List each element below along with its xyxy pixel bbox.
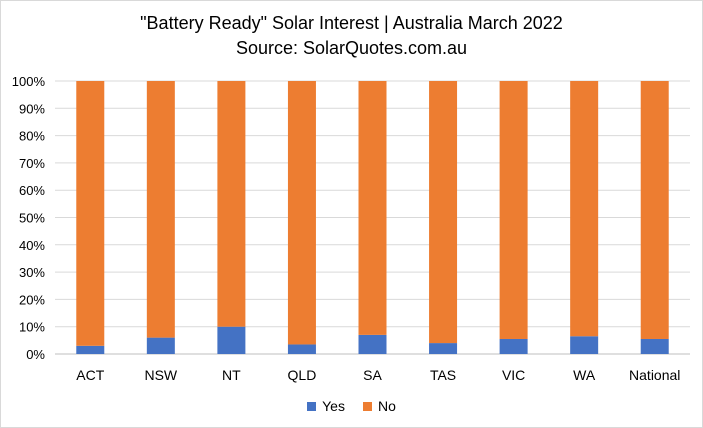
x-tick-label: NSW xyxy=(144,367,177,383)
bars xyxy=(76,81,669,354)
x-tick-label: SA xyxy=(363,367,382,383)
x-tick-label: National xyxy=(629,367,680,383)
bar-no-act xyxy=(76,81,105,346)
x-tick-label: TAS xyxy=(430,367,456,383)
bar-no-nsw xyxy=(146,81,175,338)
x-tick-label: VIC xyxy=(502,367,525,383)
y-tick-label: 70% xyxy=(19,156,45,171)
y-tick-label: 80% xyxy=(19,129,45,144)
bar-yes-nt xyxy=(217,326,246,354)
bar-yes-sa xyxy=(358,334,387,354)
y-tick-label: 10% xyxy=(19,320,45,335)
legend-swatch-yes xyxy=(307,401,317,411)
chart-title: "Battery Ready" Solar Interest | Austral… xyxy=(140,13,563,33)
legend-swatch-no xyxy=(362,401,372,411)
x-tick-label: QLD xyxy=(288,367,317,383)
x-tick-label: ACT xyxy=(76,367,104,383)
bar-yes-act xyxy=(76,345,105,354)
bar-no-national xyxy=(640,81,669,339)
y-tick-label: 100% xyxy=(12,74,46,89)
y-tick-label: 50% xyxy=(19,211,45,226)
bar-yes-tas xyxy=(429,343,458,354)
bar-no-tas xyxy=(429,81,458,344)
y-tick-label: 40% xyxy=(19,238,45,253)
y-axis-labels: 0% 10% 20% 30% 40% 50% 60% 70% 80% 90% 100% xyxy=(12,74,46,362)
legend: Yes No xyxy=(0,398,703,414)
legend-item-yes: Yes xyxy=(307,398,345,414)
bar-yes-national xyxy=(640,338,669,354)
y-tick-label: 60% xyxy=(19,183,45,198)
bar-yes-vic xyxy=(499,338,528,354)
x-tick-label: NT xyxy=(222,367,241,383)
bar-no-sa xyxy=(358,81,387,335)
legend-label-no: No xyxy=(377,398,396,414)
bar-yes-wa xyxy=(570,336,599,354)
y-tick-label: 30% xyxy=(19,265,45,280)
bar-yes-nsw xyxy=(146,337,175,354)
y-tick-label: 90% xyxy=(19,101,45,116)
legend-label-yes: Yes xyxy=(322,398,345,414)
bar-no-nt xyxy=(217,81,246,327)
y-tick-label: 0% xyxy=(26,347,45,362)
y-tick-label: 20% xyxy=(19,292,45,307)
bar-no-qld xyxy=(287,81,316,345)
x-tick-label: WA xyxy=(573,367,596,383)
legend-item-no: No xyxy=(362,398,396,414)
bar-yes-qld xyxy=(287,344,316,354)
x-axis-labels: ACT NSW NT QLD SA TAS VIC WA National xyxy=(76,367,680,383)
chart-subtitle: Source: SolarQuotes.com.au xyxy=(235,38,468,58)
bar-no-vic xyxy=(499,81,528,339)
bar-no-wa xyxy=(570,81,599,337)
